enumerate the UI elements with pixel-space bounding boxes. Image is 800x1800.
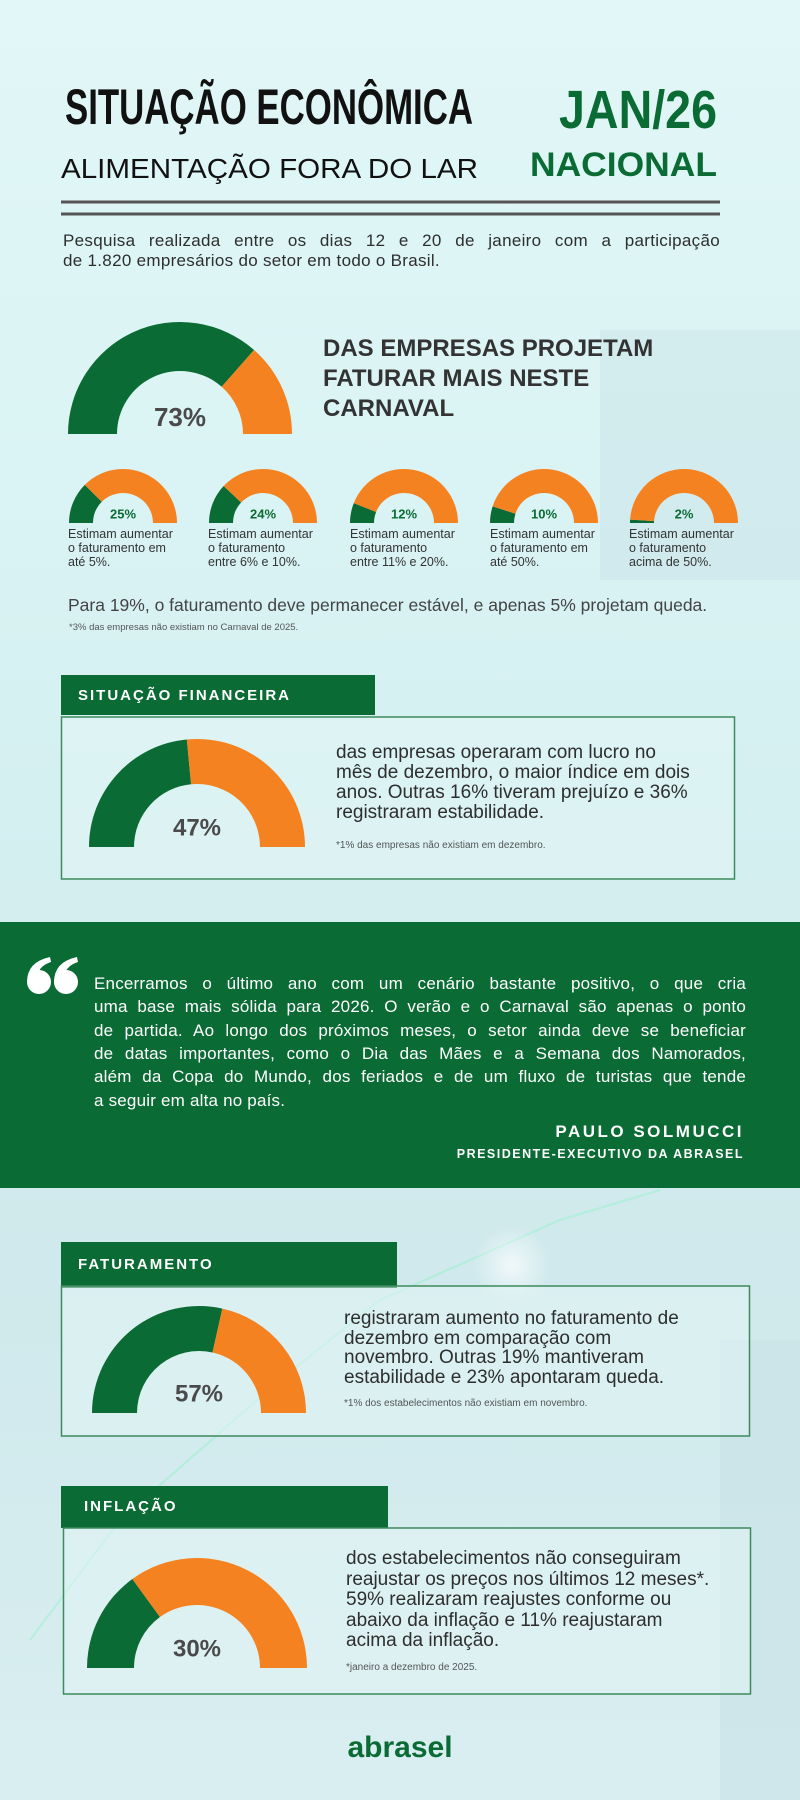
gauge-label: 30% <box>173 1635 221 1662</box>
breakdown-text: Estimam aumentar <box>350 527 455 541</box>
gauge-filled <box>89 739 192 847</box>
breakdown-text: acima de 50%. <box>629 555 712 569</box>
section-text: anos. Outras 16% tiveram prejuízo e 36% <box>336 782 688 803</box>
gauge-filled <box>630 519 655 523</box>
breakdown-text: Estimam aumentar <box>490 527 595 541</box>
section-text: novembro. Outras 19% mantiveram <box>344 1347 644 1368</box>
tab-label: FATURAMENTO <box>78 1256 214 1273</box>
gauge-rest <box>353 469 458 523</box>
section-text: mês de dezembro, o maior índice em dois <box>336 762 690 783</box>
period: JAN/26 <box>559 80 717 140</box>
logo: abrasel <box>347 1731 452 1764</box>
subtitle: ALIMENTAÇÃO FORA DO LAR <box>61 153 478 184</box>
tab-label: INFLAÇÃO <box>84 1498 178 1515</box>
gauge-label: 2% <box>675 506 694 521</box>
headline-line: DAS EMPRESAS PROJETAM <box>323 335 654 362</box>
headline-line: CARNAVAL <box>323 395 455 422</box>
bg-shape <box>600 330 800 580</box>
quote-line: de datas importantes, como o Dia das Mãe… <box>94 1043 746 1063</box>
breakdown-text: o faturamento <box>350 541 428 555</box>
gauge-rest <box>84 468 177 523</box>
gauge-filled <box>92 1305 223 1413</box>
quote-role: PRESIDENTE-EXECUTIVO DA ABRASEL <box>456 1147 744 1161</box>
gauge-label: 12% <box>391 506 417 521</box>
section-text: dezembro em comparação com <box>344 1327 612 1349</box>
title: SITUAÇÃO ECONÔMICA <box>65 78 473 135</box>
gauge-filled <box>350 503 377 523</box>
intro-line: Pesquisa realizada entre os dias 12 e 20… <box>63 231 720 250</box>
gauge-rest <box>492 469 598 523</box>
section-text: das empresas operaram com lucro no <box>336 742 656 763</box>
breakdown-text: entre 6% e 10%. <box>208 555 301 569</box>
gauge-filled <box>209 486 242 523</box>
gauge-rest <box>221 349 292 434</box>
bg-glow <box>472 1225 552 1305</box>
gauge-label: 25% <box>110 506 136 521</box>
tab <box>61 1242 397 1288</box>
quote-mark <box>27 957 78 994</box>
intro-line: de 1.820 empresários do setor em todo o … <box>63 251 440 270</box>
gauge-rest <box>132 1558 307 1668</box>
breakdown-text: até 50%. <box>490 555 540 569</box>
gauge-filled <box>87 1579 160 1668</box>
quote-author: PAULO SOLMUCCI <box>555 1122 744 1141</box>
note: Para 19%, o faturamento deve permanecer … <box>68 595 708 615</box>
quote-line: uma base mais sólida para 2026. O verão … <box>94 997 746 1017</box>
tab-label: SITUAÇÃO FINANCEIRA <box>78 687 291 704</box>
gauge-rest <box>212 1308 306 1413</box>
quote-line: a seguir em alta no país. <box>94 1090 286 1110</box>
gauge-rest <box>223 469 317 523</box>
section-text: registraram estabilidade. <box>336 802 545 823</box>
section-text: registraram aumento no faturamento de <box>344 1308 679 1329</box>
section-box <box>62 1527 752 1695</box>
footnote: *1% dos estabelecimentos não existiam em… <box>344 1398 588 1409</box>
footnote: *3% das empresas não existiam no Carnava… <box>69 622 299 633</box>
section-text: 59% realizaram reajustes conforme ou <box>346 1589 672 1610</box>
gauge-label: 10% <box>531 506 557 521</box>
quote-band <box>0 922 800 1188</box>
breakdown-text: Estimam aumentar <box>68 527 173 541</box>
breakdown-text: Estimam aumentar <box>629 527 734 541</box>
footnote: *1% das empresas não existiam em dezembr… <box>336 840 546 851</box>
quote-line: além da Copa do Mundo, dos feriados e de… <box>94 1067 746 1087</box>
breakdown-text: até 5%. <box>68 555 111 569</box>
breakdown-text: Estimam aumentar <box>208 527 313 541</box>
tab <box>61 1486 388 1528</box>
section-text: abaixo da inflação e 11% reajustaram <box>346 1609 663 1631</box>
breakdown-text: o faturamento em <box>490 541 588 555</box>
gauge-filled <box>490 506 516 523</box>
gauge-label: 24% <box>250 506 276 521</box>
breakdown-text: o faturamento <box>629 541 707 555</box>
breakdown-text: o faturamento <box>208 541 286 555</box>
section-text: estabilidade e 23% apontaram queda. <box>344 1366 665 1388</box>
gauge-label: 47% <box>173 814 221 841</box>
gauge-filled <box>69 484 102 523</box>
gauge-label: 57% <box>175 1380 223 1407</box>
tab <box>61 675 375 715</box>
gauge-rest <box>630 468 738 523</box>
scope: NACIONAL <box>530 146 717 184</box>
headline-line: FATURAR MAIS NESTE <box>323 365 590 392</box>
gauge-rest <box>186 739 305 847</box>
breakdown-text: o faturamento em <box>68 541 166 555</box>
quote-line: de partida. Ao longo dos próximos meses,… <box>94 1020 746 1040</box>
section-text: reajustar os preços nos últimos 12 meses… <box>346 1568 710 1590</box>
gauge-filled <box>68 322 255 434</box>
quote-line: Encerramos o último ano com um cenário b… <box>94 974 746 993</box>
section-text: dos estabelecimentos não conseguiram <box>346 1548 681 1569</box>
gauge-label: 73% <box>154 402 206 432</box>
breakdown-text: entre 11% e 20%. <box>350 555 449 569</box>
footnote: *janeiro a dezembro de 2025. <box>346 1662 478 1673</box>
section-text: acima da inflação. <box>346 1630 500 1651</box>
